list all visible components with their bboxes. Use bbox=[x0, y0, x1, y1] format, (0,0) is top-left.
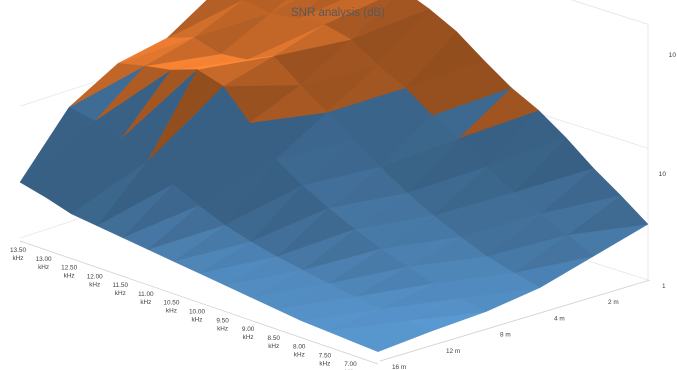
x-tick-label: 8.50 kHz bbox=[267, 335, 280, 350]
x-tick-label: 9.50 kHz bbox=[216, 317, 229, 332]
z-tick-label: 10 bbox=[669, 52, 677, 59]
x-tick-label: 11.50 kHz bbox=[113, 282, 129, 297]
x-tick-label: 8.00 kHz bbox=[293, 344, 306, 359]
x-tick-label: 11.00 kHz bbox=[138, 291, 154, 306]
surface-facet bbox=[296, 0, 341, 20]
x-tick-label: 9.00 kHz bbox=[242, 326, 255, 341]
y-tick-label: 4 m bbox=[554, 315, 565, 322]
x-tick-label: 12.50 kHz bbox=[61, 265, 77, 280]
x-tick-label: 10.50 kHz bbox=[163, 300, 179, 315]
chart-title: SNR analysis (dB) bbox=[291, 7, 385, 19]
surface-facet bbox=[117, 37, 194, 64]
x-axis-line bbox=[19, 240, 379, 365]
x-tick-label: 13.00 kHz bbox=[36, 256, 52, 271]
chart-axes bbox=[19, 240, 651, 365]
y-tick-label: 2 m bbox=[608, 299, 619, 306]
x-tick-label: 10.00 kHz bbox=[189, 309, 205, 324]
y-tick-label: 1 bbox=[662, 283, 666, 290]
x-tick-label: 12.00 kHz bbox=[87, 273, 103, 288]
surface-facet bbox=[269, 0, 297, 14]
y-axis-line bbox=[379, 279, 651, 362]
y-tick-label: 8 m bbox=[500, 332, 511, 339]
surface-mesh bbox=[19, 0, 649, 352]
chart-walls bbox=[570, 0, 649, 280]
x-tick-label: 13.50 kHz bbox=[10, 247, 26, 262]
surface-facet bbox=[166, 0, 244, 39]
x-axis-tick-labels: 13.50 kHz 13.00 kHz 12.50 kHz 12.00 kHz 11.50 kHz… bbox=[10, 247, 357, 370]
surface-facet bbox=[68, 63, 145, 108]
y-tick-label: 16 m bbox=[392, 364, 406, 370]
y-axis-tick-labels: 16 m 12 m 8 m 4 m 2 m 1 bbox=[392, 283, 666, 370]
z-tick-label: 10 bbox=[659, 171, 667, 178]
x-tick-label: 7.50 kHz bbox=[319, 352, 332, 367]
surface-facet bbox=[19, 107, 96, 183]
z-axis-tick-labels: 10 10 bbox=[659, 52, 677, 178]
back-wall-top-edge bbox=[570, 0, 649, 25]
y-tick-label: 12 m bbox=[446, 348, 460, 355]
